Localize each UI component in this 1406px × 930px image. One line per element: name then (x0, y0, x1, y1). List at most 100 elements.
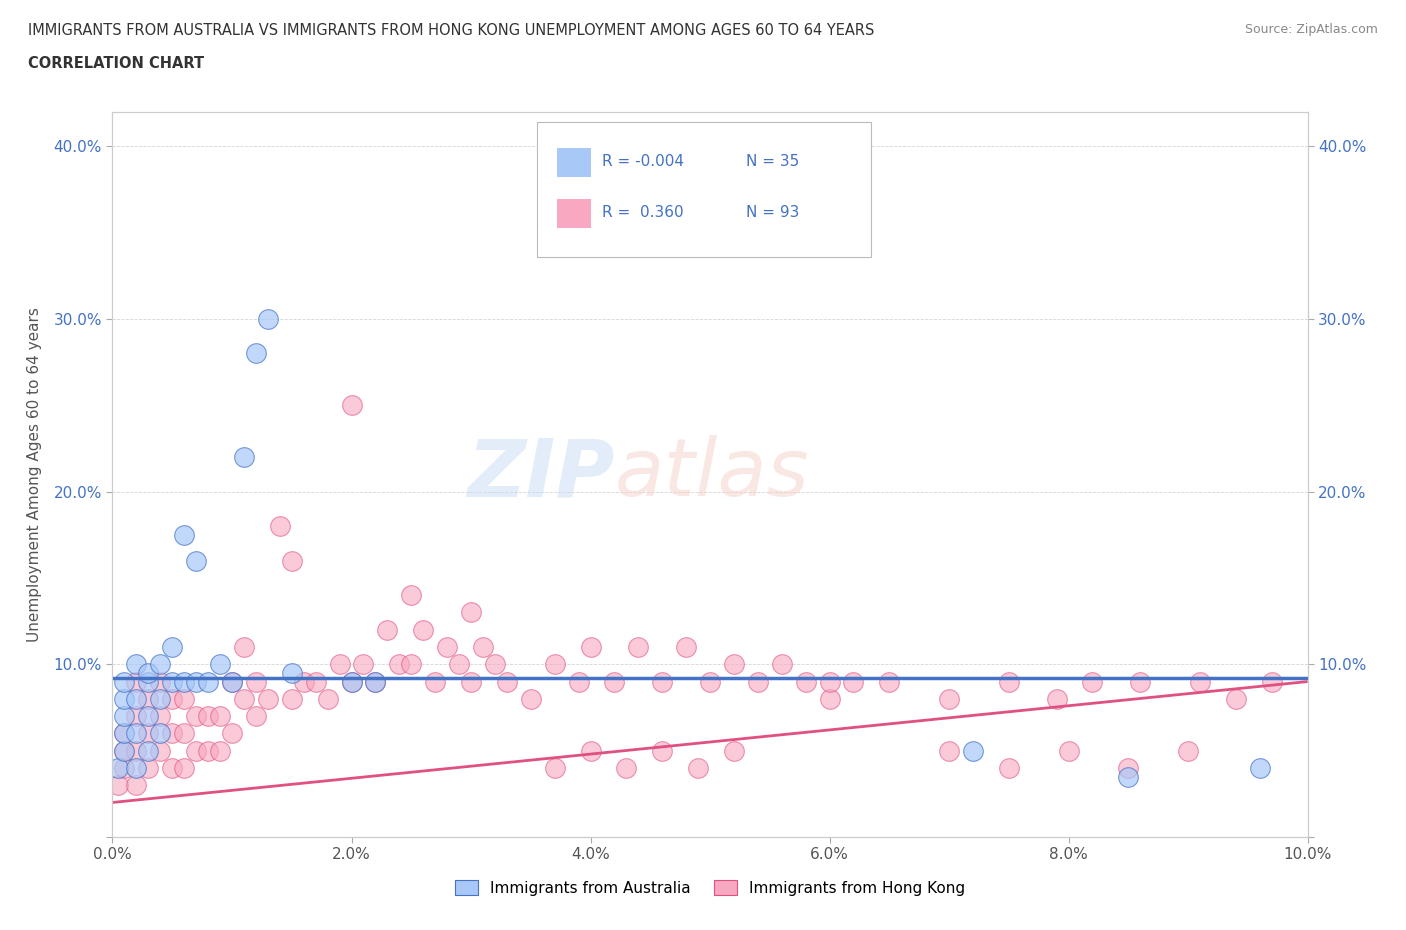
Point (472, 640, 495, 655)
Point (1261, 674, 1284, 689)
Point (114, 743, 135, 758)
Point (616, 761, 638, 776)
Point (162, 726, 183, 741)
FancyBboxPatch shape (537, 123, 872, 257)
Point (197, 743, 219, 758)
Point (1118, 761, 1140, 776)
Point (173, 761, 195, 776)
Point (329, 657, 352, 671)
Point (723, 657, 745, 671)
Point (412, 622, 434, 637)
Text: IMMIGRANTS FROM AUSTRALIA VS IMMIGRANTS FROM HONG KONG UNEMPLOYMENT AMONG AGES 6: IMMIGRANTS FROM AUSTRALIA VS IMMIGRANTS … (28, 23, 875, 38)
Point (579, 640, 602, 655)
Point (675, 640, 697, 655)
Text: R =  0.360: R = 0.360 (603, 205, 685, 219)
Point (364, 674, 387, 689)
Point (353, 657, 375, 671)
Point (138, 761, 160, 776)
Point (962, 743, 984, 758)
Point (186, 709, 208, 724)
Point (186, 674, 208, 689)
Point (603, 674, 626, 689)
Point (114, 726, 135, 741)
Point (688, 761, 710, 776)
Point (281, 691, 304, 706)
Point (651, 674, 673, 689)
Text: N = 93: N = 93 (747, 205, 799, 219)
Text: R = -0.004: R = -0.004 (603, 154, 685, 169)
Point (245, 346, 267, 361)
Point (842, 674, 865, 689)
Text: atlas: atlas (614, 435, 810, 513)
Point (257, 691, 280, 706)
Point (125, 743, 148, 758)
Point (281, 553, 304, 568)
Point (149, 726, 172, 741)
Point (998, 674, 1021, 689)
Point (209, 709, 232, 724)
Point (388, 657, 411, 671)
Point (173, 691, 195, 706)
Point (107, 777, 129, 792)
Point (125, 761, 148, 776)
Point (543, 657, 565, 671)
Point (1057, 743, 1080, 758)
Point (245, 674, 267, 689)
Point (436, 640, 458, 655)
Point (627, 640, 650, 655)
Point (125, 726, 148, 741)
Point (138, 709, 160, 724)
Point (484, 657, 506, 671)
Point (1046, 691, 1069, 706)
Point (162, 640, 183, 655)
Point (114, 726, 135, 741)
Point (125, 777, 148, 792)
Point (149, 691, 172, 706)
Point (197, 709, 219, 724)
Point (162, 674, 183, 689)
Point (138, 674, 160, 689)
Point (1118, 769, 1140, 784)
Point (138, 691, 160, 706)
Point (340, 674, 363, 689)
Point (1249, 761, 1271, 776)
Point (401, 588, 423, 603)
Point (938, 743, 960, 758)
Point (651, 743, 673, 758)
Point (114, 761, 135, 776)
Text: Source: ZipAtlas.com: Source: ZipAtlas.com (1244, 23, 1378, 36)
Point (449, 657, 471, 671)
Point (699, 674, 721, 689)
Point (245, 709, 267, 724)
FancyBboxPatch shape (557, 199, 591, 228)
Point (340, 398, 363, 413)
Point (138, 743, 160, 758)
Point (209, 657, 232, 671)
Point (257, 312, 280, 326)
Point (149, 657, 172, 671)
Point (316, 691, 339, 706)
Point (162, 691, 183, 706)
Text: N = 35: N = 35 (747, 154, 799, 169)
Point (723, 743, 745, 758)
Point (149, 709, 172, 724)
Point (221, 674, 243, 689)
Point (107, 761, 129, 776)
Point (149, 674, 172, 689)
Y-axis label: Unemployment Among Ages 60 to 64 years: Unemployment Among Ages 60 to 64 years (28, 307, 42, 642)
Point (125, 709, 148, 724)
Point (221, 674, 243, 689)
Point (520, 691, 543, 706)
Point (460, 674, 482, 689)
Point (938, 691, 960, 706)
Point (233, 449, 256, 464)
Point (138, 726, 160, 741)
Point (818, 691, 841, 706)
Point (281, 666, 304, 681)
Point (998, 761, 1021, 776)
Point (879, 674, 901, 689)
Point (496, 674, 519, 689)
Point (138, 666, 160, 681)
Point (364, 674, 387, 689)
Point (568, 674, 591, 689)
